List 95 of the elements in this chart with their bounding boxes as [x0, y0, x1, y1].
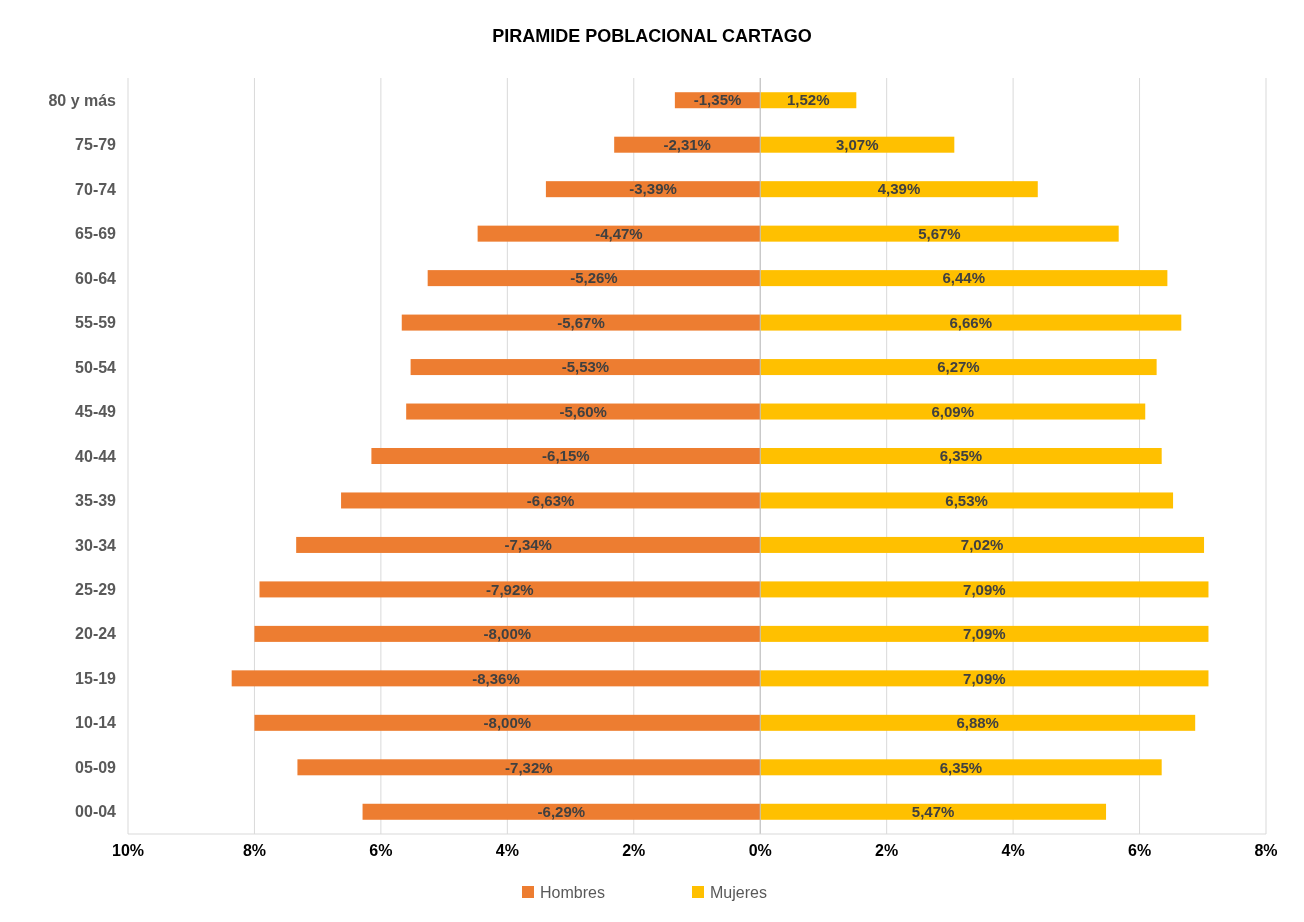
bar: [760, 270, 1168, 287]
y-tick-label: 35-39: [75, 492, 117, 510]
bar: [760, 581, 1209, 598]
y-tick-label: 75-79: [75, 136, 117, 154]
bar: [760, 403, 1146, 420]
bar: [362, 803, 761, 820]
x-tick-label: 10%: [111, 842, 145, 859]
x-tick-label: 6%: [1127, 842, 1152, 859]
data-label: 5,47%: [911, 803, 955, 821]
bar: [401, 314, 761, 331]
data-label: -1,35%: [693, 91, 742, 109]
bar: [760, 670, 1209, 687]
bar: [760, 225, 1119, 242]
data-label: 6,35%: [939, 447, 983, 465]
y-tick-label: 55-59: [75, 314, 117, 332]
legend-label: Mujeres: [710, 883, 767, 901]
y-tick-label: 70-74: [75, 180, 117, 198]
y-tick-label: 50-54: [75, 358, 117, 376]
x-tick-label: 8%: [1254, 842, 1278, 859]
bar: [760, 314, 1182, 331]
bar: [760, 181, 1038, 198]
y-tick-label: 15-19: [75, 669, 117, 687]
data-label: -8,36%: [472, 669, 520, 687]
bar: [760, 448, 1162, 464]
data-label: -6,63%: [526, 491, 575, 509]
y-tick-label: 00-04: [75, 803, 117, 821]
y-tick-label: 10-14: [75, 714, 117, 732]
data-label: 6,44%: [942, 269, 986, 287]
x-tick-label: 4%: [495, 842, 519, 859]
legend-label: Hombres: [540, 883, 605, 901]
data-label: -6,15%: [542, 447, 590, 465]
data-label: -5,67%: [557, 313, 605, 331]
data-label: 7,09%: [963, 580, 1006, 598]
data-label: 6,09%: [931, 402, 975, 420]
x-tick-label: 0%: [748, 842, 772, 859]
bar: [254, 625, 761, 642]
bar: [760, 136, 955, 153]
bar: [231, 670, 761, 687]
data-label: -2,31%: [663, 135, 711, 153]
data-label: -7,32%: [505, 758, 553, 776]
chart-title: PIRAMIDE POBLACIONAL CARTAGO: [492, 26, 812, 46]
bar: [341, 492, 761, 509]
y-tick-label: 20-24: [75, 625, 117, 643]
y-tick-label: 25-29: [75, 581, 117, 599]
bar: [477, 225, 761, 242]
data-label: 6,66%: [949, 313, 993, 331]
y-tick-label: 60-64: [75, 269, 117, 287]
data-label: -5,26%: [570, 269, 618, 287]
data-label: -8,00%: [483, 625, 532, 643]
bar: [760, 536, 1205, 553]
bar: [259, 581, 761, 598]
bar: [297, 759, 761, 776]
data-label: 7,02%: [960, 536, 1004, 554]
bar: [760, 625, 1209, 642]
data-label: -5,60%: [559, 402, 607, 420]
x-tick-label: 4%: [1001, 842, 1025, 859]
data-label: -7,34%: [504, 536, 552, 554]
data-label: 1,52%: [787, 91, 830, 109]
bar: [760, 359, 1157, 376]
bar: [406, 403, 761, 420]
data-label: 7,09%: [963, 625, 1006, 643]
x-tick-label: 2%: [622, 842, 646, 859]
x-tick-label: 8%: [242, 842, 267, 859]
bar: [545, 181, 761, 198]
x-tick-label: 6%: [369, 842, 393, 859]
y-tick-label: 80 y más: [48, 91, 117, 109]
data-label: 6,35%: [939, 758, 983, 776]
y-tick-label: 30-34: [75, 536, 117, 554]
bar: [760, 714, 1196, 731]
data-label: -3,39%: [629, 180, 677, 198]
y-tick-label: 65-69: [75, 225, 117, 243]
y-tick-label: 05-09: [75, 758, 117, 776]
data-label: 6,27%: [937, 358, 980, 376]
data-label: 4,39%: [877, 180, 921, 198]
bar: [427, 270, 761, 287]
bar: [254, 714, 761, 731]
data-label: 7,09%: [963, 669, 1006, 687]
bar: [760, 492, 1174, 509]
data-label: 6,53%: [945, 491, 988, 509]
data-label: -7,92%: [486, 580, 534, 598]
data-label: -6,29%: [537, 803, 586, 821]
data-label: 6,88%: [956, 714, 999, 732]
data-label: 3,07%: [835, 135, 879, 153]
bar: [296, 536, 761, 553]
data-label: -8,00%: [483, 714, 532, 732]
data-label: 5,67%: [918, 224, 961, 242]
data-label: -5,53%: [561, 358, 610, 376]
bar: [760, 803, 1107, 820]
data-label: -4,47%: [595, 224, 643, 242]
y-tick-label: 45-49: [75, 403, 117, 421]
bar: [371, 448, 761, 464]
bar: [760, 759, 1162, 776]
y-tick-label: 40-44: [75, 447, 117, 465]
bar: [410, 359, 761, 376]
x-tick-label: 2%: [875, 842, 899, 859]
